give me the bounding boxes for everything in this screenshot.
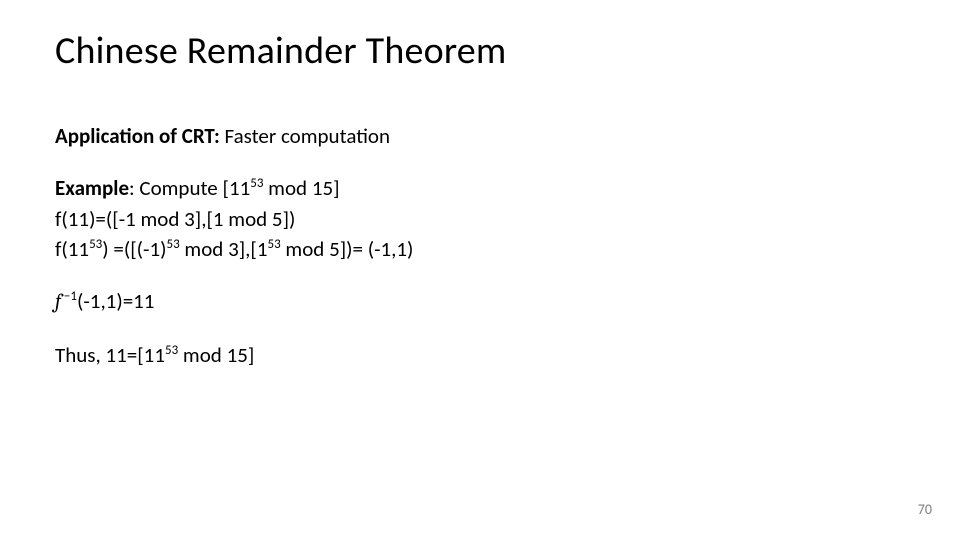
f1153-b: ) =([(-1) <box>102 236 166 262</box>
f1153-a: f(11 <box>55 236 89 262</box>
thus-a: Thus, 11=[11 <box>55 342 165 368</box>
application-line: Application of CRT: Faster computation <box>55 122 905 150</box>
example-text-b: mod 15] <box>263 175 339 201</box>
slide: Chinese Remainder Theorem Application of… <box>0 0 960 540</box>
example-label: Example <box>55 175 129 201</box>
f1153-sup3: 53 <box>267 237 280 252</box>
f1153-line: f(1153) =([(-1)53 mod 3],[153 mod 5])= (… <box>55 235 905 263</box>
spacer-2 <box>55 265 905 287</box>
finv-line: f −1(-1,1)=11 <box>55 287 905 316</box>
f1153-sup1: 53 <box>89 237 102 252</box>
thus-line: Thus, 11=[1153 mod 15] <box>55 341 905 369</box>
thus-sup: 53 <box>165 343 178 358</box>
f11-line: f(11)=([-1 mod 3],[1 mod 5]) <box>55 205 905 233</box>
example-text-a: : Compute [11 <box>129 175 250 201</box>
finv-sup: −1 <box>61 289 77 304</box>
example-line: Example: Compute [1153 mod 15] <box>55 174 905 202</box>
page-number: 70 <box>918 501 932 518</box>
finv-rest: (-1,1)=11 <box>77 288 154 314</box>
application-rest: Faster computation <box>220 123 390 149</box>
f1153-d: mod 5])= (-1,1) <box>281 236 414 262</box>
spacer-1 <box>55 152 905 174</box>
spacer-3 <box>55 319 905 341</box>
application-label: Application of CRT: <box>55 123 220 149</box>
f1153-c: mod 3],[1 <box>180 236 268 262</box>
f1153-sup2: 53 <box>166 237 179 252</box>
slide-title: Chinese Remainder Theorem <box>55 28 905 74</box>
slide-body: Application of CRT: Faster computation E… <box>55 122 905 369</box>
example-sup-1: 53 <box>250 176 263 191</box>
thus-b: mod 15] <box>178 342 254 368</box>
